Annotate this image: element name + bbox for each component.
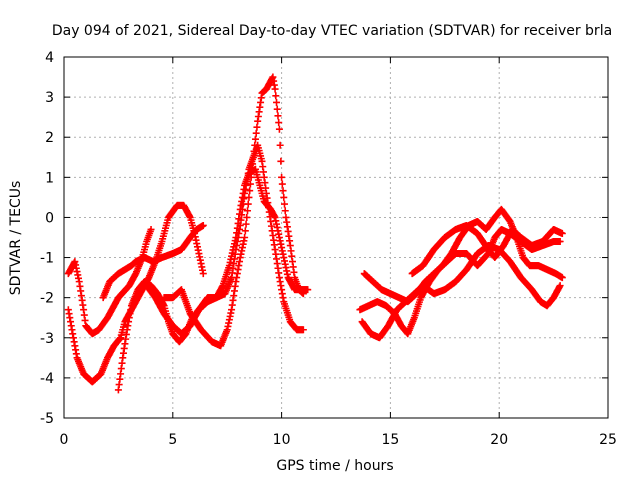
- data-point: [250, 147, 258, 155]
- data-point: [247, 173, 255, 181]
- data-point: [276, 141, 284, 149]
- plot-frame: [63, 56, 609, 419]
- series-trace-i: [358, 242, 564, 342]
- data-point: [246, 187, 254, 195]
- data-point: [275, 119, 283, 127]
- data-point: [249, 153, 257, 161]
- data-point: [281, 207, 289, 215]
- data-point: [277, 157, 285, 165]
- x-tick-label: 5: [168, 432, 177, 448]
- x-tick-label: 0: [60, 432, 69, 448]
- data-point: [299, 326, 307, 334]
- data-point: [272, 92, 280, 100]
- y-tick-label: -3: [40, 331, 54, 347]
- series-trace-c: [99, 221, 207, 302]
- y-tick-label: -2: [40, 291, 54, 307]
- data-point: [253, 123, 261, 131]
- y-tick-label: -1: [40, 251, 54, 267]
- data-point: [299, 290, 307, 298]
- data-point: [281, 200, 289, 208]
- data-point: [199, 270, 207, 278]
- data-point: [243, 213, 251, 221]
- data-point: [278, 180, 286, 188]
- data-point: [248, 167, 256, 175]
- y-tick-label: 1: [45, 170, 54, 186]
- data-point: [279, 187, 287, 195]
- series-trace-f: [160, 73, 307, 350]
- data-point: [556, 282, 564, 290]
- data-point: [252, 129, 260, 137]
- y-tick-label: 0: [45, 210, 54, 226]
- data-point: [251, 141, 259, 149]
- data-point: [280, 193, 288, 201]
- data-point: [241, 234, 249, 241]
- data-point: [271, 85, 279, 93]
- data-point: [304, 286, 312, 294]
- data-point: [199, 221, 207, 229]
- x-tick-label: 20: [490, 432, 508, 448]
- x-tick-label: 25: [599, 432, 617, 448]
- axis-ticks: 0 5 10 15 20 25 -5 -4 -3 -2 -1 0 1 2 3 4: [40, 50, 617, 448]
- y-tick-label: -5: [40, 411, 54, 427]
- x-tick-label: 15: [381, 432, 399, 448]
- data-point: [244, 207, 252, 215]
- data-point: [245, 193, 253, 201]
- data-point: [556, 238, 564, 246]
- y-axis-label: SDTVAR / TECUs: [8, 181, 24, 296]
- data-point: [558, 274, 566, 282]
- data-point: [242, 220, 250, 228]
- y-tick-label: 2: [45, 130, 54, 146]
- data-point: [147, 225, 155, 233]
- y-tick-label: -4: [40, 371, 54, 387]
- x-axis-label: GPS time / hours: [276, 458, 393, 474]
- data-point: [278, 173, 286, 181]
- series-trace-h: [360, 205, 566, 306]
- data-markers: [64, 73, 566, 394]
- y-tick-label: 4: [45, 50, 54, 66]
- x-tick-label: 10: [273, 432, 291, 448]
- data-point: [558, 229, 566, 237]
- data-point: [251, 135, 259, 143]
- y-tick-label: 3: [45, 90, 54, 106]
- series-trace-j: [408, 221, 566, 278]
- data-point: [273, 98, 281, 106]
- data-point: [275, 125, 283, 133]
- data-point: [273, 105, 281, 113]
- data-point: [249, 160, 257, 168]
- data-point: [244, 200, 252, 208]
- data-point: [241, 227, 249, 235]
- data-point: [274, 112, 282, 120]
- data-point: [246, 180, 254, 188]
- chart-title: Day 094 of 2021, Sidereal Day-to-day VTE…: [52, 23, 612, 39]
- series-trace-a: [64, 225, 155, 338]
